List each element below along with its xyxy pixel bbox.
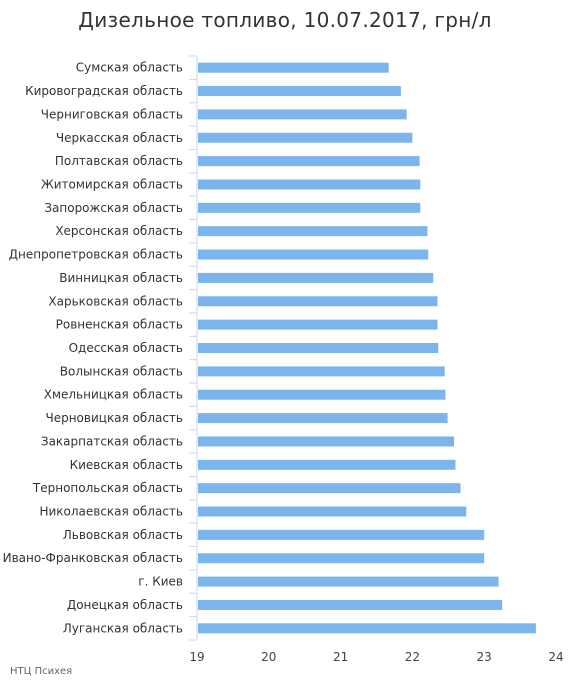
- bar: [198, 529, 485, 540]
- category-label: Черновицкая область: [45, 411, 183, 425]
- bar: [198, 506, 467, 517]
- bar: [198, 319, 438, 330]
- bar: [198, 62, 389, 73]
- category-label: Закарпатская область: [41, 434, 183, 448]
- category-label: Ровненская область: [56, 318, 183, 332]
- x-tick-labels: 19 20 21 22 23 24: [189, 650, 563, 664]
- category-label: Хмельницкая область: [44, 388, 183, 402]
- x-tick-label: 19: [189, 650, 204, 664]
- category-label: Харьковская область: [48, 294, 183, 308]
- bar: [198, 296, 438, 307]
- category-label: Винницкая область: [59, 271, 183, 285]
- bar: [198, 272, 434, 283]
- bar: [198, 132, 413, 143]
- category-label: Львовская область: [63, 528, 183, 542]
- bar: [198, 599, 503, 610]
- category-label: Житомирская область: [41, 177, 183, 191]
- category-label: Волынская область: [60, 364, 183, 378]
- bar: [198, 86, 401, 97]
- category-label: Николаевская область: [39, 505, 183, 519]
- bar: [198, 109, 407, 120]
- bar: [198, 343, 439, 353]
- x-tick-label: 22: [405, 650, 420, 664]
- category-label: Ивано-Франковская область: [3, 551, 183, 565]
- bar: [198, 413, 448, 424]
- category-label: Херсонская область: [55, 224, 183, 238]
- x-tick-label: 21: [333, 650, 348, 664]
- bar: [198, 179, 421, 190]
- bar: [198, 623, 536, 634]
- bar: [198, 366, 445, 377]
- category-label: Черниговская область: [41, 107, 183, 121]
- category-label: Тернопольская область: [32, 481, 183, 495]
- category-label: Запорожская область: [44, 201, 183, 215]
- chart-title: Дизельное топливо, 10.07.2017, грн/л: [78, 8, 492, 32]
- category-label: Сумская область: [76, 61, 183, 75]
- bar: [198, 249, 429, 260]
- bar: [198, 226, 428, 237]
- x-tick-label: 20: [261, 650, 276, 664]
- category-labels: Сумская область Кировоградская область Чер…: [3, 61, 183, 636]
- category-label: г. Киев: [138, 575, 183, 589]
- category-label: Киевская область: [70, 458, 183, 472]
- bar: [198, 553, 485, 564]
- bar: [198, 483, 461, 494]
- x-tick-label: 23: [477, 650, 492, 664]
- bar: [198, 389, 446, 400]
- bar: [198, 156, 420, 167]
- bar: [198, 576, 499, 587]
- bars: [198, 62, 536, 634]
- category-label: Одесская область: [69, 341, 183, 355]
- category-label: Кировоградская область: [25, 84, 183, 98]
- source-note: НТЦ Психея: [10, 666, 73, 677]
- x-tick-label: 24: [548, 650, 563, 664]
- category-label: Луганская область: [63, 621, 183, 635]
- category-label: Днепропетровская область: [9, 248, 183, 262]
- bar: [198, 459, 456, 470]
- axes: [189, 55, 198, 641]
- category-label: Черкасская область: [56, 131, 183, 145]
- bar: [198, 436, 455, 447]
- bar: [198, 202, 421, 213]
- category-label: Полтавская область: [55, 154, 183, 168]
- category-label: Донецкая область: [67, 598, 183, 612]
